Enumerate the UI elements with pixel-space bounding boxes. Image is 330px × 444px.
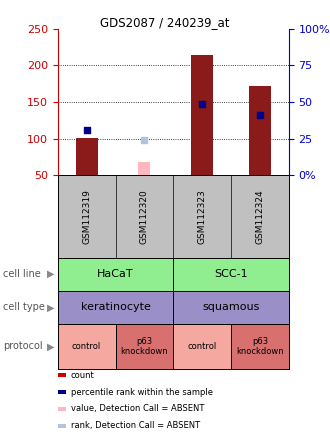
Bar [138,162,150,175]
Bar [231,324,289,369]
Text: cell type: cell type [3,302,45,313]
Text: GSM112319: GSM112319 [82,189,91,244]
Text: SCC-1: SCC-1 [214,269,248,279]
Text: rank, Detection Call = ABSENT: rank, Detection Call = ABSENT [71,421,200,430]
Text: ▶: ▶ [47,302,54,313]
Text: control: control [72,342,101,351]
Bar [76,138,98,175]
Text: GDS2087 / 240239_at: GDS2087 / 240239_at [100,16,230,28]
Text: ▶: ▶ [47,269,54,279]
Text: protocol: protocol [3,341,43,351]
Point [142,137,147,144]
Text: p63
knockdown: p63 knockdown [120,337,168,356]
Text: squamous: squamous [202,302,260,313]
Bar [191,55,213,175]
Bar [58,291,173,324]
Point [84,127,89,134]
Bar [58,258,173,291]
Bar [173,291,289,324]
Point [199,100,205,107]
Bar [173,258,289,291]
Text: ▶: ▶ [47,341,54,351]
Text: GSM112320: GSM112320 [140,189,149,244]
Text: count: count [71,371,95,380]
Text: HaCaT: HaCaT [97,269,134,279]
Text: cell line: cell line [3,269,41,279]
Text: p63
knockdown: p63 knockdown [236,337,284,356]
Bar [58,324,115,369]
Text: GSM112323: GSM112323 [198,189,207,244]
Bar [115,324,173,369]
Text: keratinocyte: keratinocyte [81,302,150,313]
Text: value, Detection Call = ABSENT: value, Detection Call = ABSENT [71,404,204,413]
Bar [249,86,271,175]
Text: percentile rank within the sample: percentile rank within the sample [71,388,213,396]
Text: control: control [187,342,217,351]
Text: GSM112324: GSM112324 [255,189,264,244]
Point [257,111,263,118]
Bar [173,324,231,369]
